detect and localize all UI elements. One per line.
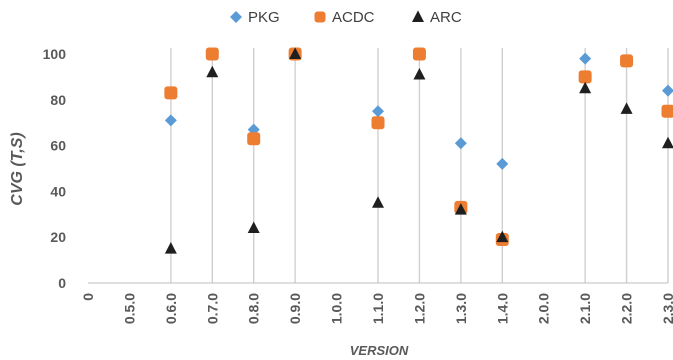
legend-marker-acdc <box>314 11 326 23</box>
acdc-point <box>371 116 385 130</box>
x-tick-label: 2.2.0 <box>619 293 635 324</box>
pkg-point <box>164 114 177 127</box>
arc-point <box>289 47 302 59</box>
legend-label: PKG <box>248 9 280 26</box>
pkg-point <box>579 52 592 65</box>
arc-point <box>454 203 467 215</box>
x-tick-label: 1.2.0 <box>411 293 427 324</box>
x-tick-label: 2.0.0 <box>536 293 552 324</box>
arc-point <box>372 196 384 208</box>
arc-point <box>620 102 633 114</box>
arc-point <box>164 242 177 254</box>
y-tick-label: 80 <box>50 92 66 108</box>
x-tick-label: 0.8.0 <box>246 293 262 324</box>
acdc-point <box>247 132 261 146</box>
acdc-point <box>164 86 178 100</box>
arc-point <box>413 68 426 80</box>
y-axis-ticks: 0 20 40 60 80 100 <box>43 46 67 291</box>
series-arc <box>164 47 673 254</box>
x-axis-title: VERSION <box>350 343 409 358</box>
legend-item-pkg: PKG <box>230 9 280 26</box>
x-tick-label: 0 <box>80 293 96 301</box>
x-tick-label: 2.1.0 <box>577 293 593 324</box>
arc-point <box>579 81 592 94</box>
x-tick-label: 1.0.0 <box>329 293 345 324</box>
acdc-point <box>620 54 634 68</box>
acdc-point <box>412 47 426 61</box>
legend-item-acdc: ACDC <box>314 9 375 26</box>
gridlines <box>170 48 669 283</box>
series-acdc <box>164 47 673 246</box>
legend-marker-arc <box>412 10 424 22</box>
y-tick-label: 0 <box>58 275 66 291</box>
legend-label: ARC <box>430 9 462 26</box>
legend-label: ACDC <box>332 9 375 26</box>
arc-point <box>496 230 509 243</box>
x-tick-label: 0.5.0 <box>121 293 137 324</box>
acdc-point <box>578 70 592 84</box>
x-axis-ticks: 0 0.5.0 0.6.0 0.7.0 0.8.0 0.9.0 1.0.0 1.1.0 1.2.… <box>80 293 673 324</box>
pkg-point <box>372 105 384 118</box>
x-tick-label: 0.9.0 <box>287 293 303 324</box>
y-tick-label: 20 <box>50 229 66 245</box>
pkg-point <box>662 84 673 97</box>
legend: PKG ACDC ARC <box>230 9 462 26</box>
arc-point <box>247 221 260 233</box>
x-tick-label: 0.6.0 <box>163 293 179 324</box>
x-tick-label: 1.1.0 <box>370 293 386 324</box>
legend-marker-pkg <box>230 11 242 23</box>
y-axis-title: CVG (T,S) <box>9 132 26 205</box>
x-tick-label: 2.3.0 <box>660 293 673 324</box>
x-tick-label: 1.4.0 <box>494 293 510 324</box>
data-points <box>164 47 673 254</box>
acdc-point <box>205 47 219 61</box>
x-tick-label: 0.7.0 <box>204 293 220 324</box>
y-tick-label: 40 <box>50 183 66 199</box>
pkg-point <box>454 137 467 150</box>
y-tick-label: 60 <box>50 138 66 154</box>
y-tick-label: 100 <box>43 46 67 62</box>
acdc-point <box>661 104 673 118</box>
arc-point <box>206 65 219 78</box>
x-tick-label: 1.3.0 <box>453 293 469 324</box>
arc-point <box>662 136 673 149</box>
pkg-point <box>496 157 509 170</box>
legend-item-arc: ARC <box>412 9 462 26</box>
